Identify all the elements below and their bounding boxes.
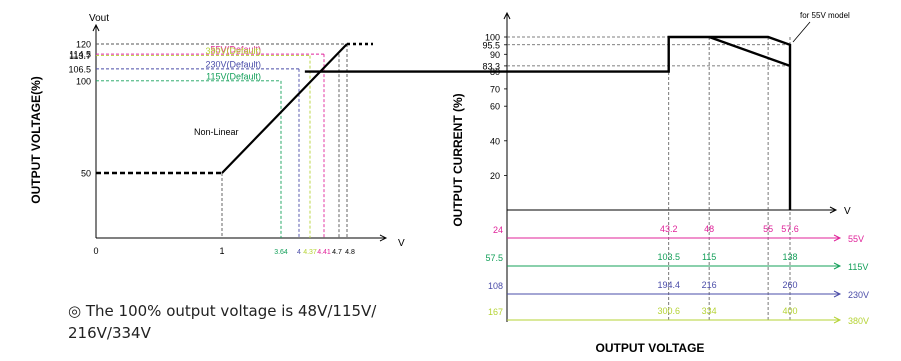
vout-y-label: OUTPUT VOLTAGE(%) bbox=[29, 76, 43, 204]
scale-3-tick-1: 334 bbox=[702, 306, 717, 316]
vout-x-tick-2: 3.64 bbox=[274, 249, 288, 256]
note-text: The 100% output voltage is 48V/115V/ 216… bbox=[68, 302, 377, 342]
scale-start-3: 167 bbox=[488, 307, 503, 317]
scale-1-tick-0: 103.5 bbox=[657, 252, 680, 262]
output-voltage-note: ◎ The 100% output voltage is 48V/115V/ 2… bbox=[68, 300, 448, 344]
scale-3-tick-0: 300.6 bbox=[657, 306, 680, 316]
scale-2-tick-3: 260 bbox=[782, 280, 797, 290]
vout-y-tick-5: 50 bbox=[81, 169, 91, 179]
scale-0-tick-3: 57.6 bbox=[781, 224, 799, 234]
vout-y-tick-2: 113.7 bbox=[69, 51, 91, 61]
iout-model-note-pointer bbox=[792, 21, 811, 43]
iout-y-tick-0: 100 bbox=[485, 33, 500, 43]
vout-x-tick-7: 4.8 bbox=[345, 249, 355, 256]
vout-x-tick-1: 1 bbox=[219, 246, 224, 256]
iout-y-tick-3: 83.3 bbox=[482, 61, 500, 71]
vout-annot-label-1: 380V(Default) bbox=[205, 46, 261, 56]
scale-start-0: 24 bbox=[493, 225, 503, 235]
vout-y-tick-1: 114.5 bbox=[69, 50, 91, 60]
vout-annot-label-0: 55V(Default) bbox=[210, 45, 261, 55]
iout-y-tick-7: 40 bbox=[490, 136, 500, 146]
note-symbol: ◎ bbox=[68, 302, 82, 320]
scale-arrow-0 bbox=[833, 234, 842, 242]
scale-3-tick-3: 400 bbox=[782, 306, 797, 316]
vout-x-tick-4: 4.37 bbox=[303, 249, 317, 256]
vout-x-tick-5: 4.41 bbox=[317, 249, 331, 256]
iout-y-label: OUTPUT CURRENT (%) bbox=[451, 93, 465, 226]
iout-y-tick-8: 20 bbox=[490, 171, 500, 181]
scale-arrow-1 bbox=[833, 262, 842, 270]
scale-arrow-2 bbox=[833, 290, 842, 298]
scale-0-tick-2: 55 bbox=[763, 224, 773, 234]
scale-2-tick-0: 194.4 bbox=[657, 280, 680, 290]
vout-y-tick-0: 120 bbox=[76, 40, 91, 50]
scale-name-3: 380V bbox=[848, 316, 869, 326]
scale-2-tick-1: 216 bbox=[702, 280, 717, 290]
vout-annot-label-3: 115V(Default) bbox=[206, 71, 261, 81]
iout-x-axis-arrow bbox=[829, 206, 838, 214]
iout-series-1 bbox=[708, 35, 791, 68]
vout-x-tick-6: 4.7 bbox=[332, 249, 342, 256]
scale-1-tick-1: 115 bbox=[702, 252, 716, 262]
iout-series-0 bbox=[304, 35, 792, 210]
scale-1-tick-3: 138 bbox=[782, 252, 797, 262]
vout-y-tick-4: 100 bbox=[76, 76, 91, 86]
vout-curve-label: Non-Linear bbox=[194, 127, 239, 137]
scale-arrow-3 bbox=[833, 316, 842, 324]
scale-name-2: 230V bbox=[848, 290, 869, 300]
vout-x-tick-0: 0 bbox=[93, 246, 98, 256]
vout-x-unit: V bbox=[398, 238, 405, 249]
vout-y-tick-3: 106.5 bbox=[68, 64, 91, 74]
iout-x-unit: V bbox=[844, 206, 851, 217]
scale-start-2: 108 bbox=[488, 281, 503, 291]
iout-y-tick-5: 70 bbox=[490, 84, 500, 94]
scale-name-0: 55V bbox=[848, 234, 864, 244]
scale-0-tick-1: 48 bbox=[704, 224, 714, 234]
scale-name-1: 115V bbox=[848, 262, 868, 272]
iout-model-note: for 55V model bbox=[800, 11, 850, 20]
vout-x-axis-arrow bbox=[379, 234, 388, 242]
iout-x-label: OUTPUT VOLTAGE bbox=[596, 341, 705, 355]
scale-0-tick-0: 43.2 bbox=[660, 224, 678, 234]
vout-annot-label-2: 230V(Default) bbox=[205, 59, 261, 69]
iout-y-tick-2: 90 bbox=[490, 50, 500, 60]
vout-x-tick-3: 4 bbox=[297, 249, 301, 256]
vout-y-axis-arrow bbox=[92, 23, 100, 32]
iout-y-axis-arrow bbox=[503, 11, 511, 20]
iout-y-tick-6: 60 bbox=[490, 102, 500, 112]
vout-axis-title: Vout bbox=[89, 13, 109, 24]
vout-series-ramp bbox=[221, 43, 348, 174]
iout-y-tick-1: 95.5 bbox=[482, 40, 500, 50]
scale-start-1: 57.5 bbox=[485, 253, 503, 263]
